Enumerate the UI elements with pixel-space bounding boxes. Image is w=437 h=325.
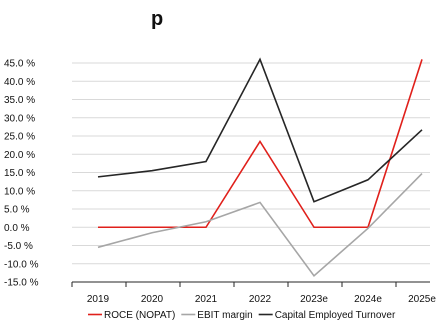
series-layer xyxy=(97,57,423,277)
y-tick-label: 5.0 % xyxy=(4,205,30,216)
y-tick-label: 0.0 % xyxy=(4,223,30,234)
x-tick-label: 2020 xyxy=(141,294,164,305)
axis-layer: 45.0 % 40.0 % 35.0 % 30.0 % 25.0 % 20.0 % 15.0… xyxy=(4,59,436,306)
legend-label: ROCE (NOPAT) xyxy=(104,310,175,321)
y-tick-label: 20.0 % xyxy=(4,150,35,161)
y-tick-label: 10.0 % xyxy=(4,186,35,197)
chart-title-fragment: p xyxy=(151,8,163,30)
y-tick-label: 25.0 % xyxy=(4,132,35,143)
y-tick-label: 40.0 % xyxy=(4,77,35,88)
x-tick-label: 2022 xyxy=(249,294,272,305)
x-tick-label: 2025e xyxy=(408,294,436,305)
x-tick-label: 2024e xyxy=(354,294,382,305)
series-line xyxy=(97,57,423,203)
y-tick-label: -5.0 % xyxy=(4,241,33,252)
y-tick-label: 15.0 % xyxy=(4,168,35,179)
y-tick-label: -15.0 % xyxy=(4,278,39,289)
legend-label: Capital Employed Turnover xyxy=(275,310,396,321)
y-tick-label: 45.0 % xyxy=(4,59,35,70)
x-tick-label: 2019 xyxy=(87,294,110,305)
legend-label: EBIT margin xyxy=(197,310,252,321)
x-tick-label: 2023e xyxy=(300,294,328,305)
legend: ROCE (NOPAT) EBIT margin Capital Employed … xyxy=(88,310,396,321)
y-tick-label: 35.0 % xyxy=(4,95,35,106)
x-tick-label: 2021 xyxy=(195,294,218,305)
series-line xyxy=(97,173,423,277)
y-tick-label: 30.0 % xyxy=(4,113,35,124)
y-tick-label: -10.0 % xyxy=(4,259,39,270)
